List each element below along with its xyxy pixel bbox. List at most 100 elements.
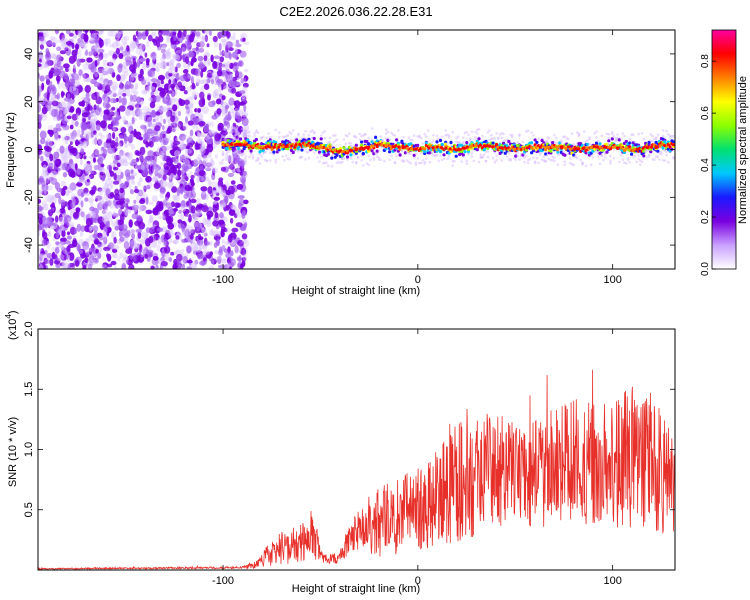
band-cell	[491, 141, 495, 145]
noise-dot	[110, 230, 115, 239]
band-halo	[525, 154, 528, 158]
band-halo	[600, 134, 604, 138]
noise-dot	[158, 61, 164, 68]
noise-dot	[99, 248, 103, 253]
band-halo	[639, 159, 642, 162]
noise-dot	[223, 195, 229, 202]
noise-dot	[84, 257, 89, 264]
noise-dot	[55, 231, 59, 239]
noise-dot	[188, 103, 194, 109]
noise-dot	[80, 211, 85, 218]
band-halo	[446, 157, 449, 161]
noise-dot	[144, 253, 149, 259]
noise-dot	[40, 114, 48, 121]
noise-dot	[213, 55, 221, 60]
band-halo	[300, 155, 304, 159]
band-halo	[533, 161, 537, 164]
noise-dot	[42, 229, 46, 237]
noise-dot	[172, 65, 176, 74]
noise-dot	[146, 249, 154, 254]
noise-dot	[38, 121, 42, 130]
noise-dot	[123, 120, 129, 125]
noise-dot	[104, 41, 109, 48]
noise-dot	[47, 217, 53, 226]
noise-dot	[151, 176, 158, 183]
noise-dot	[121, 66, 129, 74]
noise-dot	[131, 228, 136, 234]
noise-dot	[182, 230, 189, 236]
noise-dot	[145, 137, 149, 142]
band-halo	[595, 136, 598, 139]
noise-dot	[122, 256, 129, 265]
ridge-peak	[435, 145, 439, 149]
noise-dot	[48, 142, 53, 147]
noise-dot	[197, 132, 201, 139]
band-halo	[372, 156, 376, 160]
noise-dot	[102, 262, 109, 269]
band-halo	[312, 151, 316, 155]
noise-dot	[102, 148, 108, 157]
noise-dot	[239, 175, 246, 184]
noise-dot	[119, 149, 124, 156]
spectrogram-y-tick-label: 0	[23, 146, 35, 152]
band-halo	[388, 158, 391, 161]
noise-dot	[78, 69, 83, 76]
noise-dot	[148, 140, 154, 148]
noise-dot	[120, 171, 124, 179]
noise-dot	[42, 239, 47, 247]
noise-dot	[190, 205, 196, 214]
noise-dot	[82, 73, 86, 79]
band-halo	[546, 139, 549, 143]
noise-dot	[221, 95, 226, 101]
noise-dot	[234, 245, 239, 254]
noise-dot	[113, 193, 120, 201]
noise-dot	[123, 256, 129, 261]
noise-dot	[241, 211, 246, 220]
noise-dot	[171, 186, 178, 193]
noise-dot	[196, 138, 203, 144]
band-cell	[477, 137, 481, 141]
noise-dot	[226, 154, 233, 163]
band-halo	[372, 158, 376, 161]
noise-dot	[78, 249, 84, 255]
band-halo	[355, 136, 358, 139]
noise-dot	[45, 178, 49, 186]
noise-dot	[220, 130, 228, 136]
noise-dot	[69, 106, 75, 113]
noise-dot	[219, 160, 224, 166]
noise-dot	[224, 241, 230, 246]
noise-dot	[124, 198, 130, 203]
ridge-peak	[251, 144, 255, 148]
noise-dot	[119, 140, 124, 147]
band-halo	[465, 130, 469, 134]
spectrogram-y-tick-label: -40	[23, 237, 35, 253]
noise-dot	[195, 127, 200, 133]
noise-dot	[83, 140, 88, 149]
noise-dot	[196, 209, 203, 216]
noise-dot	[118, 152, 123, 160]
band-cell	[475, 148, 479, 152]
noise-dot	[75, 107, 82, 116]
band-halo	[291, 129, 295, 132]
noise-dot	[241, 117, 249, 126]
noise-dot	[137, 109, 143, 118]
noise-dot	[192, 159, 199, 167]
band-halo	[516, 154, 519, 158]
noise-dot	[189, 33, 194, 43]
snr-y-tick-label: 1.0	[23, 442, 35, 457]
band-cell	[598, 142, 602, 146]
noise-dot	[201, 205, 209, 213]
ridge-peak	[418, 147, 422, 151]
noise-dot	[174, 66, 178, 73]
ridge-peak	[350, 149, 354, 152]
noise-dot	[55, 241, 60, 246]
noise-dot	[98, 30, 104, 33]
noise-dot	[89, 113, 96, 118]
noise-dot	[66, 231, 71, 236]
ridge-peak	[654, 145, 658, 149]
noise-dot	[99, 120, 107, 129]
band-halo	[277, 135, 281, 139]
noise-dot	[184, 184, 192, 192]
noise-dot	[204, 34, 208, 43]
band-halo	[251, 157, 255, 160]
